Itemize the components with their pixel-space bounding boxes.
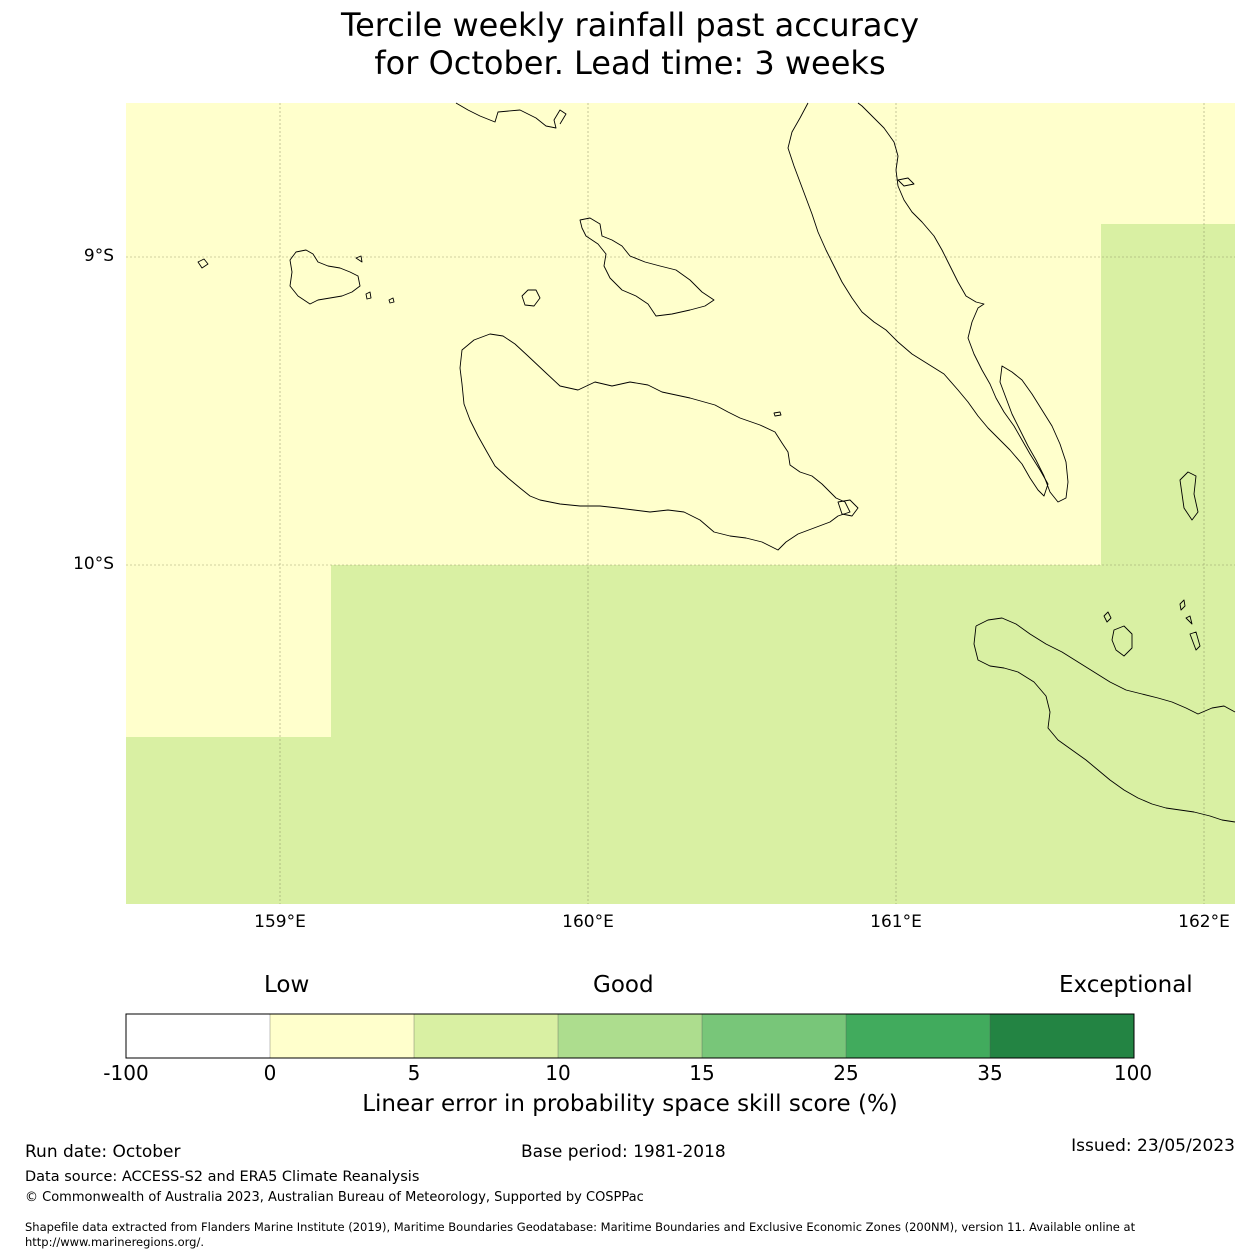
coastline-islet-k	[1179, 471, 1199, 521]
coastline-islet-i	[1185, 615, 1193, 625]
skill-region-low-southwest	[126, 565, 331, 737]
colorbar-tick-label: 5	[407, 1061, 421, 1085]
colorbar-bin	[702, 1014, 846, 1058]
skill-region-good-east	[1101, 224, 1235, 565]
colorbar-bin	[846, 1014, 990, 1058]
coastline-savo	[521, 289, 541, 307]
data-source: Data source: ACCESS-S2 and ERA5 Climate …	[25, 1169, 420, 1185]
colorbar-frame	[125, 1013, 1135, 1059]
colorbar-bin	[990, 1014, 1134, 1058]
coastline-islet-g	[1103, 611, 1112, 623]
colorbar-bin	[558, 1014, 702, 1058]
lat-tick-label: 10°S	[73, 554, 114, 574]
coastline-islet-f	[897, 177, 915, 187]
shapefile-credit-line-1: Shapefile data extracted from Flanders M…	[25, 1220, 1136, 1234]
colorbar-tick-label: -100	[103, 1061, 149, 1085]
colorbar-label: Linear error in probability space skill …	[362, 1091, 898, 1117]
title-line-1: Tercile weekly rainfall past accuracy	[340, 6, 919, 44]
colorbar-category-good: Good	[593, 972, 654, 998]
skill-region-low-north	[126, 103, 1235, 565]
coastline-small-malaita	[999, 365, 1069, 503]
coastline-islet-c	[365, 291, 372, 300]
colorbar-tick-label: 10	[545, 1061, 571, 1085]
coastline-islet-e	[355, 255, 363, 263]
colorbar-bin	[126, 1014, 270, 1058]
issued-date: Issued: 23/05/2023	[1071, 1136, 1235, 1156]
coastline-islet-h	[1179, 599, 1186, 611]
coastline-islet-east-guadalcanal	[837, 499, 859, 517]
lat-tick-label: 9°S	[83, 246, 114, 266]
lon-tick-label: 159°E	[254, 912, 306, 932]
coastline-islet-b	[197, 258, 209, 269]
lon-tick-label: 161°E	[870, 912, 922, 932]
coastline-russell-islands	[289, 249, 361, 305]
colorbar-tick-label: 25	[833, 1061, 859, 1085]
coastline-ulawa	[1111, 625, 1133, 657]
colorbar-bin	[270, 1014, 414, 1058]
coastline-islet-j	[1189, 631, 1201, 651]
colorbar-bin	[414, 1014, 558, 1058]
skill-region-good-southwest	[126, 737, 331, 904]
chart-title: Tercile weekly rainfall past accuracy fo…	[0, 6, 1260, 82]
lon-tick-label: 160°E	[562, 912, 614, 932]
coastlines	[197, 102, 1236, 823]
coastline-islet-a	[773, 411, 782, 417]
colorbar-tick-label: 100	[1113, 1061, 1153, 1085]
shapefile-credit-line-2: http://www.marineregions.org/.	[25, 1235, 204, 1249]
colorbar-tick-label: 15	[689, 1061, 715, 1085]
colorbar-tick-label: 35	[977, 1061, 1003, 1085]
coastline-makira	[975, 617, 1236, 715]
coastline-santa-isabel	[455, 102, 567, 129]
coastline-malaita	[787, 102, 1049, 497]
copyright: © Commonwealth of Australia 2023, Austra…	[25, 1190, 644, 1205]
base-period: Base period: 1981-2018	[521, 1142, 726, 1162]
gridlines	[126, 103, 1235, 904]
coastline-nggela	[579, 217, 715, 317]
colorbar	[125, 1013, 1135, 1059]
lon-tick-label: 162°E	[1178, 912, 1230, 932]
coastline-makira-south	[973, 625, 1236, 823]
colorbar-tick-label: 0	[263, 1061, 277, 1085]
colorbar-category-exceptional: Exceptional	[1059, 972, 1193, 998]
coastline-guadalcanal	[459, 333, 851, 551]
run-date: Run date: October	[25, 1142, 181, 1162]
title-line-2: for October. Lead time: 3 weeks	[374, 44, 886, 82]
coastline-islet-d	[388, 297, 395, 304]
colorbar-category-low: Low	[264, 972, 310, 998]
skill-region-good-south	[331, 565, 1235, 904]
